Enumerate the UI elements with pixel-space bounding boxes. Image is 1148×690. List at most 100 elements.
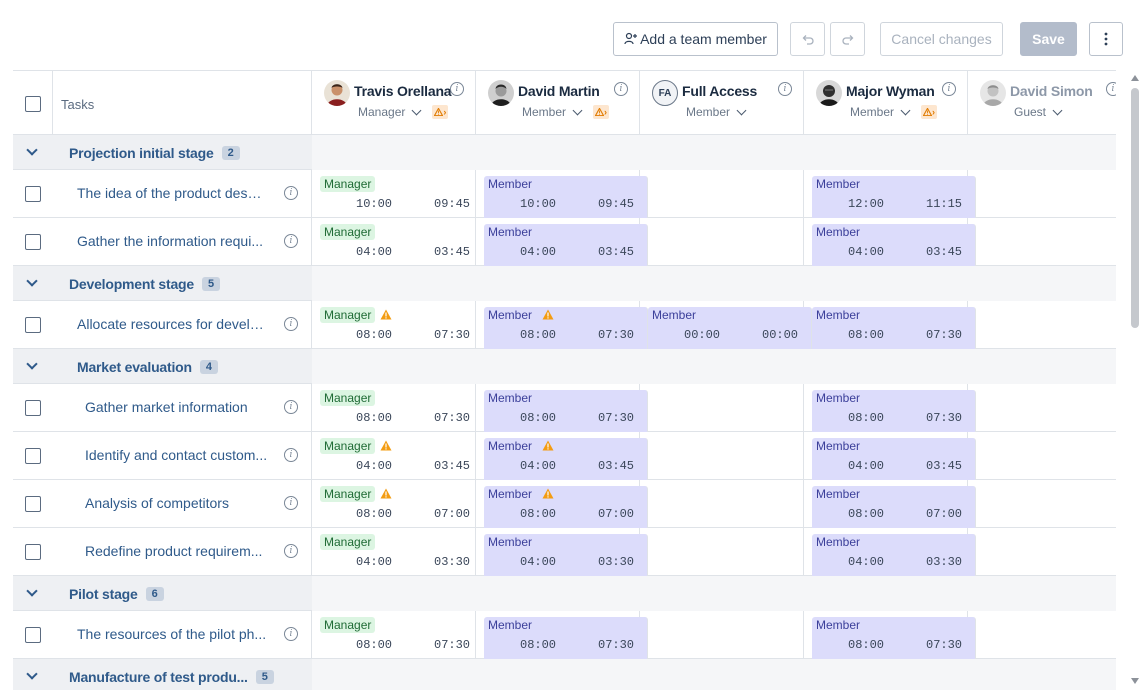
permission-cell[interactable]: Manager 04:00 03:30 <box>312 528 476 576</box>
permission-cell-empty[interactable] <box>968 218 1116 266</box>
task-name[interactable]: The idea of the product descr... <box>77 185 267 201</box>
task-group-row[interactable]: Development stage 5 <box>13 266 1116 301</box>
member-name: Full Access <box>682 83 758 99</box>
info-icon[interactable]: i <box>284 234 298 248</box>
info-icon[interactable]: i <box>450 82 464 96</box>
member-role-select[interactable]: Manager › <box>358 105 449 119</box>
save-button[interactable]: Save <box>1020 22 1077 56</box>
permission-cell[interactable]: Member 10:00 09:45 <box>476 170 648 240</box>
permission-cell[interactable]: Member 04:00 03:45 <box>476 432 648 502</box>
permission-cell-empty[interactable] <box>968 384 1116 432</box>
warning-badge[interactable]: › <box>432 105 449 119</box>
permission-cell[interactable]: Member 08:00 07:30 <box>476 301 648 371</box>
task-group-row[interactable]: Pilot stage 6 <box>13 576 1116 611</box>
info-icon[interactable]: i <box>284 627 298 641</box>
task-name[interactable]: Redefine product requirem... <box>85 543 263 559</box>
permission-cell-empty[interactable] <box>968 611 1116 659</box>
actual-time: 07:30 <box>598 411 635 425</box>
undo-button[interactable] <box>790 22 825 56</box>
permission-cell[interactable]: Member 08:00 07:30 <box>476 384 648 454</box>
permission-cell-empty[interactable] <box>968 170 1116 218</box>
permission-cell[interactable]: Member 00:00 00:00 <box>640 301 812 371</box>
permission-cell[interactable]: Member 08:00 07:30 <box>476 611 648 681</box>
add-team-member-button[interactable]: Add a team member <box>613 22 778 56</box>
collapse-chevron-icon[interactable] <box>26 144 38 156</box>
member-role-select[interactable]: Member <box>686 105 747 119</box>
task-checkbox[interactable] <box>25 544 41 560</box>
permission-cell-empty[interactable] <box>640 611 804 659</box>
task-group-row[interactable]: Market evaluation 4 <box>13 349 1116 384</box>
info-icon[interactable]: i <box>942 82 956 96</box>
task-name[interactable]: Gather the information requi... <box>77 233 263 249</box>
member-role-select[interactable]: Member › <box>522 105 610 119</box>
info-icon[interactable]: i <box>284 448 298 462</box>
redo-button[interactable] <box>830 22 865 56</box>
collapse-chevron-icon[interactable] <box>26 585 38 597</box>
task-group-row[interactable]: Projection initial stage 2 <box>13 135 1116 170</box>
permission-cell[interactable]: Member 12:00 11:15 <box>804 170 976 240</box>
permission-cell[interactable]: Manager 08:00 07:30 <box>312 301 476 349</box>
permission-cell-empty[interactable] <box>640 170 804 218</box>
warning-badge[interactable]: › <box>593 105 610 119</box>
scrollbar-thumb[interactable] <box>1131 88 1139 328</box>
permission-cell[interactable]: Member 08:00 07:00 <box>804 480 976 550</box>
permission-cell[interactable]: Member 08:00 07:30 <box>804 301 976 371</box>
permission-cell[interactable]: Member 04:00 03:30 <box>804 528 976 598</box>
permission-cell[interactable]: Member 04:00 03:45 <box>476 218 648 288</box>
permission-cell-empty[interactable] <box>640 432 804 480</box>
more-options-button[interactable] <box>1089 22 1123 56</box>
permission-cell-empty[interactable] <box>640 218 804 266</box>
info-icon[interactable]: i <box>284 400 298 414</box>
cancel-changes-button[interactable]: Cancel changes <box>880 22 1003 56</box>
permission-cell[interactable]: Member 08:00 07:30 <box>804 384 976 454</box>
select-all-checkbox[interactable] <box>25 96 41 112</box>
permission-cell[interactable]: Manager 08:00 07:30 <box>312 611 476 659</box>
permission-cell-empty[interactable] <box>968 432 1116 480</box>
task-name[interactable]: Identify and contact custom... <box>85 447 268 463</box>
permission-cell-empty[interactable] <box>968 528 1116 576</box>
permission-cell-empty[interactable] <box>640 384 804 432</box>
info-icon[interactable]: i <box>284 317 298 331</box>
permission-cell[interactable]: Manager 04:00 03:45 <box>312 432 476 480</box>
member-role-select[interactable]: Guest <box>1014 105 1063 119</box>
task-name[interactable]: Allocate resources for develo... <box>77 316 267 332</box>
permission-cell[interactable]: Member 04:00 03:30 <box>476 528 648 598</box>
info-icon[interactable]: i <box>1106 82 1116 96</box>
permission-cell[interactable]: Member 08:00 07:00 <box>476 480 648 550</box>
task-checkbox[interactable] <box>25 234 41 250</box>
permission-cell-empty[interactable] <box>968 480 1116 528</box>
warning-badge[interactable]: › <box>921 105 938 119</box>
task-checkbox[interactable] <box>25 448 41 464</box>
scroll-down-arrow-icon[interactable] <box>1131 678 1139 684</box>
permission-cell[interactable]: Manager 10:00 09:45 <box>312 170 476 218</box>
permission-cell[interactable]: Member 04:00 03:45 <box>804 218 976 288</box>
task-checkbox[interactable] <box>25 317 41 333</box>
info-icon[interactable]: i <box>284 544 298 558</box>
collapse-chevron-icon[interactable] <box>26 275 38 287</box>
info-icon[interactable]: i <box>284 496 298 510</box>
permission-cell-empty[interactable] <box>640 480 804 528</box>
collapse-chevron-icon[interactable] <box>26 668 38 680</box>
task-group-row[interactable]: Manufacture of test produ... 5 <box>13 659 1116 690</box>
permission-cell[interactable]: Member 04:00 03:45 <box>804 432 976 502</box>
task-checkbox[interactable] <box>25 400 41 416</box>
vertical-scrollbar[interactable] <box>1128 70 1142 690</box>
permission-cell[interactable]: Manager 08:00 07:00 <box>312 480 476 528</box>
permission-cell[interactable]: Manager 08:00 07:30 <box>312 384 476 432</box>
member-role-select[interactable]: Member › <box>850 105 938 119</box>
info-icon[interactable]: i <box>778 82 792 96</box>
permission-cell-empty[interactable] <box>968 301 1116 349</box>
task-checkbox[interactable] <box>25 496 41 512</box>
task-name[interactable]: Analysis of competitors <box>85 495 229 511</box>
info-icon[interactable]: i <box>284 186 298 200</box>
permission-cell[interactable]: Manager 04:00 03:45 <box>312 218 476 266</box>
task-name[interactable]: Gather market information <box>85 399 248 415</box>
permission-cell[interactable]: Member 08:00 07:30 <box>804 611 976 681</box>
task-name[interactable]: The resources of the pilot ph... <box>77 626 267 642</box>
scroll-up-arrow-icon[interactable] <box>1131 75 1139 81</box>
info-icon[interactable]: i <box>614 82 628 96</box>
task-checkbox[interactable] <box>25 627 41 643</box>
permission-cell-empty[interactable] <box>640 528 804 576</box>
collapse-chevron-icon[interactable] <box>26 358 38 370</box>
task-checkbox[interactable] <box>25 186 41 202</box>
